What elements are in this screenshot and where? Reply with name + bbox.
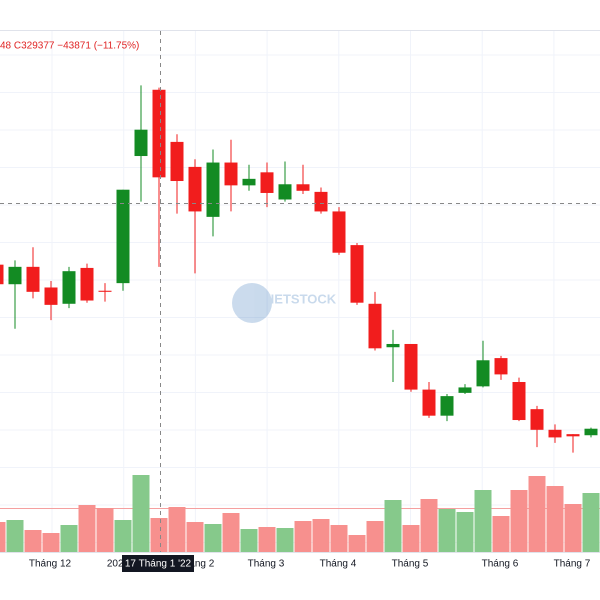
x-tick-label: Tháng 6	[482, 559, 519, 570]
watermark: VIETSTOCK	[232, 283, 337, 323]
volume-bar	[564, 504, 582, 552]
volume-bar	[312, 519, 330, 552]
candle-body	[26, 266, 40, 292]
volume-bar	[96, 508, 114, 552]
x-tick-label: Tháng 2	[178, 559, 215, 570]
volume-bar	[42, 533, 60, 552]
x-tick-label: Tháng 7	[554, 559, 591, 570]
candle-body	[206, 162, 220, 217]
crosshair-label-box	[122, 555, 194, 572]
candle-body	[404, 343, 418, 390]
ohlc-header: 48 C329377 −43871 (−11.75%)	[0, 41, 139, 52]
candle-body	[530, 409, 544, 430]
candle-body	[566, 434, 580, 437]
candle-body	[8, 266, 22, 285]
candle-body	[242, 178, 256, 186]
x-tick-label: Tháng 3	[248, 559, 285, 570]
candle-body	[260, 172, 274, 193]
candle-body	[548, 429, 562, 438]
crosshair-label: 17 Tháng 1 '22	[125, 559, 192, 570]
x-tick-label: 2022	[107, 559, 130, 570]
candle-body	[188, 166, 202, 212]
volume-bar	[348, 535, 366, 552]
volume-bar	[510, 490, 528, 552]
volume-bar	[438, 509, 456, 552]
volume-bar	[78, 505, 96, 552]
volume-bar	[384, 500, 402, 552]
candle-body	[584, 428, 598, 436]
candle-body	[440, 396, 454, 416]
watermark-logo	[232, 283, 272, 323]
watermark-text: VIETSTOCK	[262, 291, 337, 306]
volume-bar	[456, 512, 474, 552]
volume-bar	[60, 525, 78, 552]
volume-bar	[6, 520, 24, 552]
candle-body	[350, 245, 364, 303]
x-tick-label: Tháng 5	[392, 559, 429, 570]
x-tick-label: Tháng 12	[29, 559, 72, 570]
candle-body	[170, 141, 184, 182]
candle-body	[152, 89, 166, 178]
candle-body	[278, 184, 292, 200]
volume-bar	[24, 530, 42, 552]
candle-body	[386, 343, 400, 348]
volume-bar	[258, 527, 276, 552]
candle-body	[116, 189, 130, 284]
candle-body	[422, 389, 436, 416]
volume-bar	[366, 521, 384, 552]
x-axis: Tháng 12 2022 Tháng 2 Tháng 3 Tháng 4 Tháng 5…	[29, 559, 591, 570]
volume-bar	[276, 528, 294, 552]
candle-body	[0, 264, 4, 285]
volume-bar	[0, 522, 6, 552]
volume-bar	[168, 507, 186, 552]
volume-bar	[402, 525, 420, 552]
marks	[0, 85, 600, 552]
candle-body	[62, 271, 76, 304]
candle-body	[368, 303, 382, 349]
volume-bar	[204, 524, 222, 552]
candle-body	[224, 162, 238, 186]
candle-body	[314, 191, 328, 212]
volume-bar	[186, 522, 204, 552]
volume-bar	[330, 525, 348, 552]
volume-bar	[420, 499, 438, 552]
volume-bar	[474, 490, 492, 552]
volume-bar	[528, 476, 546, 552]
volume-bar	[240, 529, 258, 552]
candle-body	[98, 290, 112, 292]
volume-bar	[546, 486, 564, 552]
candle-body	[134, 129, 148, 157]
volume-bar	[582, 493, 600, 552]
volume-bar	[132, 475, 150, 552]
candle-body	[296, 184, 310, 191]
candle-body	[332, 211, 346, 253]
volume-bar	[222, 513, 240, 552]
volume-bar	[294, 521, 312, 552]
candle-body	[476, 360, 490, 387]
candle-body	[494, 358, 508, 375]
candle-body	[458, 387, 472, 393]
candle-body	[512, 382, 526, 421]
candle-body	[80, 267, 94, 301]
volume-bar	[114, 520, 132, 552]
candle-body	[44, 287, 58, 305]
volume-bar	[150, 518, 168, 552]
x-tick-label: Tháng 4	[320, 559, 357, 570]
volume-bar	[492, 516, 510, 552]
